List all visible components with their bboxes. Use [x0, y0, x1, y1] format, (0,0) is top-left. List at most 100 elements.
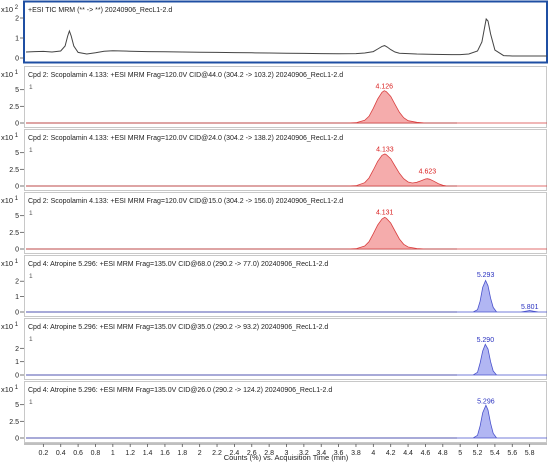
- x-tick-label: 5: [458, 450, 462, 457]
- peak-label: 5.296: [477, 399, 495, 406]
- x-tick-label: 0.8: [91, 450, 101, 457]
- y-tick-label: 0: [15, 436, 19, 443]
- x-tick-label: 4: [371, 450, 375, 457]
- peak-label: 4.133: [376, 147, 394, 154]
- panel-marker: 1: [29, 336, 33, 343]
- panel-title: Cpd 4: Atropine 5.296: +ESI MRM Frag=135…: [28, 261, 328, 268]
- chromatogram-panel: x10 1 Cpd 2: Scopolamin 4.133: +ESI MRM F…: [1, 66, 547, 128]
- y-tick-label: 2: [15, 16, 19, 23]
- peak-label: 4.623: [419, 169, 437, 176]
- panel-title: +ESI TIC MRM (** -> **) 20240906_RecL1-2…: [28, 7, 172, 14]
- y-tick-label: 5: [15, 213, 19, 220]
- panel-title: Cpd 2: Scopolamin 4.133: +ESI MRM Frag=1…: [28, 72, 343, 79]
- x-tick-label: 2.8: [264, 450, 274, 457]
- panel-frame: [24, 255, 547, 317]
- panel-title: Cpd 2: Scopolamin 4.133: +ESI MRM Frag=1…: [28, 135, 343, 142]
- x-tick-label: 5.4: [490, 450, 500, 457]
- y-tick-label: 2: [15, 346, 19, 353]
- panel-marker: 1: [29, 84, 33, 91]
- chromatogram-panel: x10 1 Cpd 4: Atropine 5.296: +ESI MRM Fra…: [1, 318, 547, 380]
- x-tick-label: 0.4: [56, 450, 66, 457]
- y-scale-label: x10 1: [1, 322, 19, 331]
- y-scale-label: x10 1: [1, 385, 19, 394]
- x-tick-label: 2: [198, 450, 202, 457]
- panel-title: Cpd 2: Scopolamin 4.133: +ESI MRM Frag=1…: [28, 198, 343, 205]
- y-scale-label: x10 1: [1, 70, 19, 79]
- x-tick-label: 5.8: [525, 450, 535, 457]
- peak-area: [26, 90, 547, 124]
- y-tick-label: 0: [15, 184, 19, 191]
- x-tick-label: 1.8: [177, 450, 187, 457]
- y-tick-label: 2.5: [9, 167, 19, 174]
- y-tick-label: 0: [15, 56, 19, 63]
- x-tick-label: 1: [111, 450, 115, 457]
- peak-area: [26, 404, 547, 439]
- x-tick-label: 4.2: [386, 450, 396, 457]
- peak-label: 5.293: [477, 272, 495, 279]
- chromatogram-panel: x10 1 Cpd 4: Atropine 5.296: +ESI MRM Fra…: [1, 381, 547, 443]
- y-scale-label: x10 1: [1, 196, 19, 205]
- panel-frame: [24, 129, 547, 191]
- panel-marker: 1: [29, 273, 33, 280]
- x-tick-label: 4.8: [438, 450, 448, 457]
- peak-label: 4.126: [376, 84, 394, 91]
- tic-trace: [25, 17, 547, 57]
- x-tick-label: 5.2: [473, 450, 483, 457]
- x-tick-label: 1.2: [125, 450, 135, 457]
- x-axis-label: Counts (%) vs. Acquisition Time (min): [224, 453, 349, 462]
- y-tick-label: 5: [15, 150, 19, 157]
- panel-marker: 1: [29, 147, 33, 154]
- peak-area: [26, 343, 547, 376]
- x-tick-label: 3.4: [316, 450, 326, 457]
- y-tick-label: 5: [15, 402, 19, 409]
- x-tick-label: 3: [285, 450, 289, 457]
- x-tick-label: 0.2: [38, 450, 48, 457]
- panel-marker: 1: [29, 399, 33, 406]
- x-tick-label: 4.6: [421, 450, 431, 457]
- chromatogram-panel: x10 1 Cpd 2: Scopolamin 4.133: +ESI MRM F…: [1, 192, 547, 254]
- y-scale-label: x10 1: [1, 259, 19, 268]
- x-tick-label: 4.4: [403, 450, 413, 457]
- panel-title: Cpd 4: Atropine 5.296: +ESI MRM Frag=135…: [28, 324, 328, 331]
- y-tick-label: 2.5: [9, 419, 19, 426]
- peak-label: 5.290: [477, 337, 495, 344]
- y-tick-label: 2.5: [9, 104, 19, 111]
- panel-frame: [24, 318, 547, 380]
- panel-marker: 1: [29, 210, 33, 217]
- x-tick-label: 3.8: [351, 450, 361, 457]
- y-tick-label: 1: [15, 359, 19, 366]
- x-tick-label: 1.4: [143, 450, 153, 457]
- y-tick-label: 2: [15, 279, 19, 286]
- y-tick-label: 1: [15, 36, 19, 43]
- x-tick-label: 3.2: [299, 450, 309, 457]
- chromatogram-panel: x10 1 Cpd 4: Atropine 5.296: +ESI MRM Fra…: [1, 255, 547, 317]
- y-tick-label: 2.5: [9, 230, 19, 237]
- x-tick-label: 2.6: [247, 450, 257, 457]
- panel-frame: [24, 192, 547, 254]
- peak-label: 4.131: [376, 210, 394, 217]
- y-tick-label: 1: [15, 294, 19, 301]
- y-tick-label: 0: [15, 247, 19, 254]
- y-tick-label: 0: [15, 121, 19, 128]
- peak-label: 5.801: [521, 304, 539, 311]
- peak-area: [26, 153, 547, 187]
- chromatogram-panel: x10 1 Cpd 2: Scopolamin 4.133: +ESI MRM F…: [1, 129, 547, 191]
- panel-frame: [24, 66, 547, 128]
- y-tick-label: 5: [15, 87, 19, 94]
- y-tick-label: 0: [15, 373, 19, 380]
- panel-title: Cpd 4: Atropine 5.296: +ESI MRM Frag=135…: [28, 387, 332, 394]
- x-tick-label: 3.6: [334, 450, 344, 457]
- x-tick-label: 2.2: [212, 450, 222, 457]
- x-tick-label: 5.6: [507, 450, 517, 457]
- x-tick-label: 1.6: [160, 450, 170, 457]
- y-tick-label: 0: [15, 310, 19, 317]
- x-tick-label: 2.4: [230, 450, 240, 457]
- panel-highlight-frame: [23, 0, 548, 64]
- chromatogram-panel: x10 2 +ESI TIC MRM (** -> **) 20240906_Re…: [1, 0, 548, 64]
- y-scale-label: x10 1: [1, 133, 19, 142]
- x-tick-label: 0.6: [73, 450, 83, 457]
- peak-area: [26, 216, 547, 250]
- panel-frame: [24, 381, 547, 443]
